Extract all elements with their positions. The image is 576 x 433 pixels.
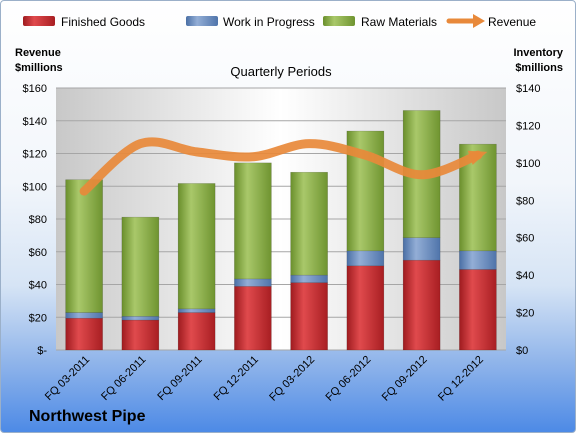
right-tick-label: $40 [516,270,534,282]
bar-finished-goods [402,259,441,351]
x-tick-label: FQ 09-2012 [380,354,430,404]
x-axis-labels: FQ 03-2011 FQ 06-2011 FQ 09-2011 FQ 12-2011… [43,354,486,404]
left-tick-label: $120 [23,149,47,161]
right-tick-label: $120 [516,120,540,132]
bar-work-in-progress [402,237,441,261]
legend-arrow-icon [473,14,485,28]
x-tick-label: FQ 12-2011 [212,354,261,403]
bar-finished-goods [121,319,160,351]
company-name: Northwest Pipe [29,408,146,425]
bar-work-in-progress [177,308,216,313]
legend-swatch-finished-goods [23,16,55,26]
right-tick-label: $100 [516,158,540,170]
right-tick-label: $60 [516,233,534,245]
bar-work-in-progress [65,312,103,319]
bar-finished-goods [459,269,497,351]
chart-subtitle: Quarterly Periods [230,64,332,79]
bar-work-in-progress [346,250,385,267]
left-tick-label: $60 [29,247,47,259]
x-tick-label: FQ 12-2012 [436,354,486,404]
x-tick-label: FQ 03-2012 [267,354,317,404]
bar-work-in-progress [234,278,272,287]
x-tick-label: FQ 09-2011 [155,354,204,403]
left-tick-label: $100 [23,181,47,193]
right-axis-label-line2: $millions [515,62,563,74]
right-tick-label: $80 [516,195,534,207]
bar-raw-materials [177,183,216,310]
legend-label-finished-goods: Finished Goods [61,15,145,29]
legend-label-raw-materials: Raw Materials [361,15,437,29]
legend-label-revenue: Revenue [488,15,536,29]
bar-raw-materials [234,162,272,280]
left-axis-label-line2: $millions [15,62,63,74]
revenue-line-group [79,137,488,196]
legend-swatch-raw-materials [323,16,355,26]
legend-label-work-in-progress: Work in Progress [223,15,315,29]
x-tick-label: FQ 06-2011 [99,354,148,403]
right-axis-ticks: $0 $20 $40 $60 $80 $100 $120 $140 [516,83,540,357]
bar-work-in-progress [290,274,328,283]
revenue-arrowhead [467,150,488,165]
bar-finished-goods [346,265,385,351]
right-tick-label: $0 [516,345,528,357]
bar-finished-goods [234,286,272,351]
bar-finished-goods [290,282,328,351]
x-tick-label: FQ 06-2012 [324,354,374,404]
bar-raw-materials [65,179,103,313]
bar-finished-goods [65,317,103,351]
legend: Finished Goods Work in Progress Raw Mate… [23,14,536,29]
right-tick-label: $20 [516,308,534,320]
left-tick-label: $80 [29,214,47,226]
bar-work-in-progress [121,316,160,321]
bar-finished-goods [177,312,216,351]
bar-raw-materials [121,216,160,317]
left-tick-label: $40 [29,280,47,292]
left-tick-label: $20 [29,312,47,324]
left-tick-label: $140 [23,116,47,128]
left-axis-ticks: $- $20 $40 $60 $80 $100 $120 $140 $160 [23,83,48,357]
revenue-line [79,137,483,196]
left-tick-label: $- [37,345,47,357]
left-tick-label: $160 [23,83,47,95]
bar-raw-materials [290,171,328,276]
x-tick-label: FQ 03-2011 [43,354,92,403]
bar-work-in-progress [459,250,497,270]
left-axis-label-line1: Revenue [15,47,61,59]
legend-swatch-work-in-progress [186,16,218,26]
right-axis-label-line1: Inventory [513,47,563,59]
right-tick-label: $140 [516,83,540,95]
